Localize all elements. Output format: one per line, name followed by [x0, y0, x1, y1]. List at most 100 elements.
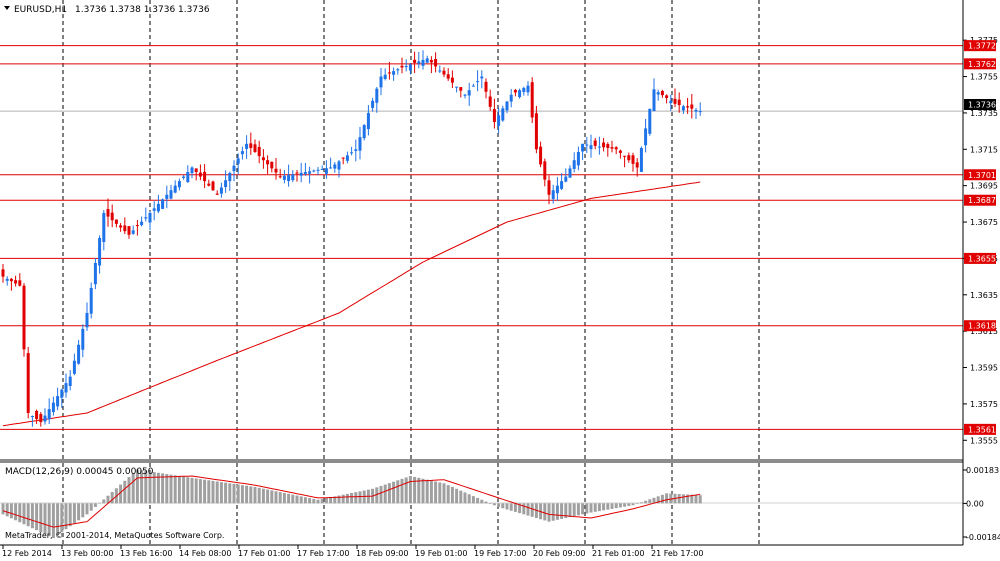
- macd-hist-bar: [207, 480, 211, 504]
- candle-body: [60, 389, 64, 398]
- price-tick-label: 1.3635: [970, 291, 998, 300]
- macd-hist-bar: [614, 503, 618, 509]
- time-label: 17 Feb 17:00: [297, 549, 349, 558]
- macd-hist-bar: [232, 483, 236, 504]
- time-label: 12 Feb 2014: [2, 549, 52, 558]
- candle-body: [341, 157, 345, 159]
- macd-hist-bar: [522, 503, 526, 515]
- candle-body: [144, 217, 148, 219]
- candle-body: [505, 101, 509, 111]
- macd-hist-bar: [140, 470, 144, 504]
- macd-hist-bar: [442, 483, 446, 504]
- candle-body: [324, 168, 328, 174]
- candle-body: [203, 171, 207, 182]
- level-label: 1.3687: [968, 196, 996, 205]
- macd-hist-bar: [572, 503, 576, 517]
- macd-hist-bar: [471, 496, 475, 504]
- candle-body: [581, 143, 585, 152]
- candle-body: [450, 77, 454, 83]
- macd-hist-bar: [261, 488, 265, 504]
- candle-body: [219, 187, 223, 194]
- macd-hist-bar: [165, 474, 169, 504]
- candle-body: [22, 285, 26, 350]
- candle-body: [354, 149, 358, 151]
- candle-body: [39, 414, 43, 423]
- macd-hist-bar: [156, 472, 160, 504]
- price-tick-label: 1.3695: [970, 182, 998, 191]
- macd-hist-bar: [602, 503, 606, 511]
- macd-hist-bar: [123, 480, 127, 504]
- macd-hist-bar: [270, 490, 274, 504]
- candle-body: [257, 146, 261, 157]
- candle-body: [644, 128, 648, 146]
- macd-hist-bar: [383, 484, 387, 504]
- macd-tick-label: 0.00183: [966, 466, 999, 475]
- candle-body: [379, 76, 383, 88]
- macd-hist-bar: [455, 488, 459, 504]
- macd-hist-bar: [513, 503, 517, 512]
- macd-hist-bar: [249, 486, 253, 504]
- macd-hist-bar: [287, 493, 291, 504]
- candle-body: [677, 99, 681, 106]
- macd-hist-bar: [396, 480, 400, 504]
- macd-hist-bar: [64, 503, 68, 530]
- candle-body: [585, 144, 589, 146]
- candle-body: [534, 113, 538, 150]
- price-scale[interactable]: 1.37751.37551.37351.37151.36951.36751.36…: [963, 36, 998, 445]
- candle-body: [358, 137, 362, 151]
- candle-body: [652, 89, 656, 112]
- candle-body: [123, 225, 127, 232]
- macd-hist-bar: [362, 490, 366, 504]
- time-axis[interactable]: 12 Feb 2014 13 Feb 00:00 13 Feb 16:00 14 Fe…: [2, 545, 703, 558]
- price-pane[interactable]: [0, 0, 963, 459]
- candle-body: [656, 92, 660, 95]
- macd-hist-bar: [379, 485, 383, 504]
- candle-body: [400, 65, 404, 68]
- macd-hist-bar: [9, 503, 13, 519]
- candle-body: [597, 146, 601, 148]
- candle-body: [509, 94, 513, 102]
- candle-body: [698, 111, 702, 113]
- macd-hist-bar: [299, 496, 303, 504]
- candle-body: [526, 85, 530, 93]
- macd-hist-bar: [274, 491, 278, 504]
- time-label: 21 Feb 01:00: [592, 549, 644, 558]
- macd-hist-bar: [257, 487, 261, 504]
- time-label: 21 Feb 17:00: [651, 549, 703, 558]
- candle-body: [85, 312, 89, 328]
- candle-body: [312, 170, 316, 172]
- candle-body: [480, 76, 484, 79]
- macd-hist-bar: [484, 501, 488, 504]
- candle-body: [135, 225, 139, 227]
- macd-hist-bar: [618, 503, 622, 508]
- macd-hist-bar: [387, 483, 391, 504]
- horizontal-levels[interactable]: [0, 45, 963, 430]
- macd-hist-bar: [677, 494, 681, 504]
- candle-body: [119, 225, 123, 228]
- time-label: 14 Feb 08:00: [179, 549, 231, 558]
- candle-body: [93, 262, 97, 285]
- candle-body: [89, 287, 93, 314]
- candle-body: [173, 185, 177, 193]
- pane-separator[interactable]: [0, 459, 963, 463]
- candle-body: [30, 416, 34, 418]
- macd-hist-bar: [228, 483, 232, 504]
- price-tick-label: 1.3615: [970, 327, 998, 336]
- macd-hist-bar: [660, 494, 664, 504]
- candle-body: [211, 181, 215, 191]
- candle-body: [249, 143, 253, 148]
- candle-body: [26, 353, 30, 413]
- candle-body: [140, 221, 144, 226]
- candle-body: [459, 87, 463, 91]
- candle-body: [555, 185, 559, 194]
- macd-hist-bar: [77, 503, 81, 521]
- triangle-down-icon[interactable]: [4, 6, 10, 10]
- macd-hist-bar: [303, 497, 307, 504]
- candle-body: [253, 144, 257, 153]
- candle-body: [14, 280, 18, 284]
- macd-pane[interactable]: MACD(12,26,9) 0.00045 0.00050 MetaTrader…: [0, 463, 963, 545]
- candle-body: [471, 85, 475, 87]
- candle-body: [681, 106, 685, 111]
- candle-body: [669, 100, 673, 104]
